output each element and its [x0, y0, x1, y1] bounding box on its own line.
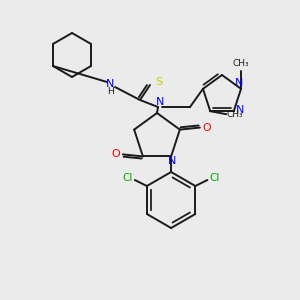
- Text: H: H: [108, 86, 114, 95]
- Text: S: S: [155, 77, 162, 87]
- Text: N: N: [156, 97, 164, 107]
- Text: N: N: [235, 78, 243, 88]
- Text: N: N: [236, 105, 244, 115]
- Text: O: O: [202, 123, 211, 133]
- Text: N: N: [168, 156, 176, 167]
- Text: N: N: [106, 79, 114, 89]
- Text: CH₃: CH₃: [233, 59, 249, 68]
- Text: O: O: [112, 149, 120, 159]
- Text: CH₃: CH₃: [227, 110, 244, 119]
- Text: Cl: Cl: [123, 173, 133, 183]
- Text: Cl: Cl: [209, 173, 220, 183]
